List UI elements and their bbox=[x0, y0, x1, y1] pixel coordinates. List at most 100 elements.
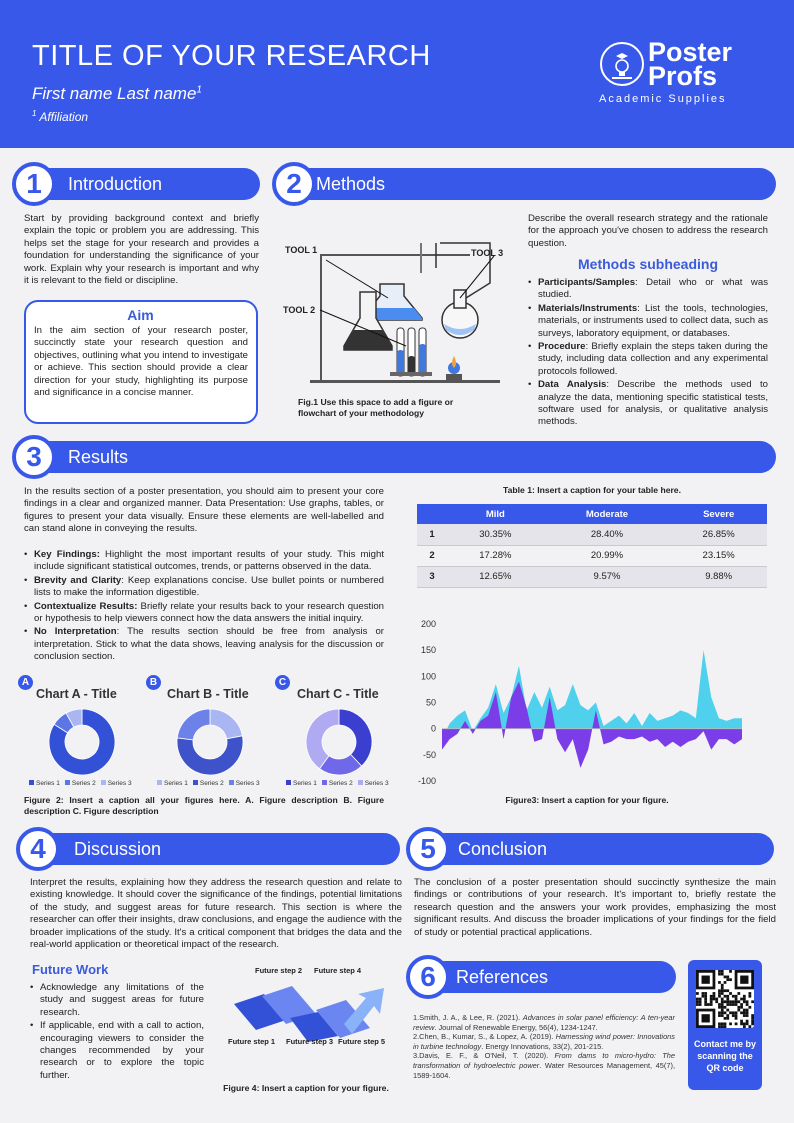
references-header: References bbox=[416, 961, 676, 993]
donut-slice bbox=[65, 708, 83, 728]
future-step-5-label: Future step 5 bbox=[338, 1037, 386, 1046]
results-area-chart: -100 -50 0 50 100 150 200 bbox=[418, 619, 742, 786]
chart-letter-badge: A bbox=[18, 675, 33, 690]
methods-bullets: Participants/Samples: Detail who or what… bbox=[528, 277, 768, 430]
table-header-cell: Mild bbox=[447, 504, 544, 524]
section-number-6: 6 bbox=[406, 955, 450, 999]
table1-caption: Table 1: Insert a caption for your table… bbox=[503, 485, 681, 495]
tool1-label: TOOL 1 bbox=[285, 245, 318, 255]
table-row: 3 12.65% 9.57% 9.88% bbox=[417, 566, 767, 588]
methods-subheading: Methods subheading bbox=[578, 256, 718, 272]
donut-chart bbox=[305, 708, 373, 776]
results-bullet: Brevity and Clarity: Keep explanations c… bbox=[24, 575, 384, 600]
table-cell: 3 bbox=[417, 566, 447, 588]
legend-label: Series 1 bbox=[36, 780, 60, 787]
legend-swatch bbox=[64, 780, 70, 785]
donut-slice bbox=[305, 708, 340, 770]
figure4-caption: Figure 4: Insert a caption for your figu… bbox=[223, 1083, 389, 1093]
lightbulb-logo-icon bbox=[600, 42, 644, 86]
results-text: In the results section of a poster prese… bbox=[24, 486, 384, 535]
future-step-4-label: Future step 4 bbox=[314, 966, 362, 975]
table-header-cell: Severe bbox=[670, 504, 767, 524]
future-work-bullet: Acknowledge any limitations of the study… bbox=[30, 982, 204, 1019]
legend-label: Series 3 bbox=[364, 780, 389, 787]
y-tick-label: -50 bbox=[423, 750, 436, 760]
aim-box: Aim In the aim section of your research … bbox=[24, 300, 258, 424]
future-steps-diagram bbox=[234, 986, 384, 1042]
donut-chart bbox=[176, 708, 244, 776]
legend-swatch bbox=[228, 780, 234, 785]
table-cell: 20.99% bbox=[543, 545, 671, 567]
logo-wordmark: Poster Profs bbox=[648, 37, 733, 91]
legend-label: Series 1 bbox=[164, 780, 188, 787]
figure2-caption: Figure 2: Insert a caption all your figu… bbox=[24, 795, 384, 816]
discussion-text: Interpret the results, explaining how th… bbox=[30, 877, 402, 951]
y-tick-label: 200 bbox=[421, 619, 436, 629]
tool2-label: TOOL 2 bbox=[283, 305, 316, 315]
y-tick-label: 0 bbox=[431, 724, 436, 734]
future-step-1-label: Future step 1 bbox=[228, 1037, 276, 1046]
legend-label: Series 2 bbox=[199, 780, 224, 787]
conclusion-header: Conclusion bbox=[414, 833, 774, 865]
poster-header: TITLE OF YOUR RESEARCH First name Last n… bbox=[0, 0, 794, 148]
qr-contact-text: Contact me by scanning the QR code bbox=[693, 1039, 756, 1073]
qr-code-icon[interactable] bbox=[696, 970, 754, 1028]
future-work-bullets: Acknowledge any limitations of the study… bbox=[30, 982, 204, 1083]
table-header-cell bbox=[417, 504, 447, 524]
results-bullet: Contextualize Results: Briefly relate yo… bbox=[24, 601, 384, 626]
donut-legend: Series 1 Series 2 Series 3 bbox=[24, 780, 132, 787]
conclusion-text: The conclusion of a poster presentation … bbox=[414, 877, 776, 938]
legend-swatch bbox=[321, 780, 327, 785]
introduction-text: Start by providing background context an… bbox=[24, 213, 259, 287]
reference-item: 3.Davis, E. F., & O'Neil, T. (2020). Fro… bbox=[413, 1051, 675, 1080]
y-tick-label: 150 bbox=[421, 645, 436, 655]
reference-item: 1.Smith, J. A., & Lee, R. (2021). Advanc… bbox=[413, 1013, 675, 1032]
table-cell: 23.15% bbox=[670, 545, 767, 567]
legend-swatch bbox=[100, 780, 106, 785]
poster-title: TITLE OF YOUR RESEARCH bbox=[32, 40, 431, 72]
future-step-3-label: Future step 3 bbox=[286, 1037, 334, 1046]
reference-item: 2.Chen, B., Kumar, S., & Lopez, A. (2019… bbox=[413, 1032, 675, 1051]
legend-label: Series 1 bbox=[293, 780, 317, 787]
table-cell: 28.40% bbox=[543, 524, 671, 546]
section-number-2: 2 bbox=[272, 162, 316, 206]
table-cell: 9.57% bbox=[543, 566, 671, 588]
qr-contact-box[interactable]: Contact me by scanning the QR code bbox=[688, 960, 762, 1090]
donut-chart-title: Chart B - Title bbox=[167, 687, 249, 701]
lab-equipment-illustration bbox=[310, 242, 500, 383]
section-number-4: 4 bbox=[16, 827, 60, 871]
section-number-1: 1 bbox=[12, 162, 56, 206]
author-name: First name Last name1 bbox=[32, 84, 202, 103]
y-tick-label: -100 bbox=[418, 776, 436, 786]
aim-text: In the aim section of your research post… bbox=[34, 325, 248, 399]
y-tick-label: 50 bbox=[426, 698, 436, 708]
methods-intro-text: Describe the overall research strategy a… bbox=[528, 213, 768, 249]
legend-swatch bbox=[357, 780, 363, 785]
y-tick-label: 100 bbox=[421, 671, 436, 681]
table-cell: 12.65% bbox=[447, 566, 544, 588]
donut-chart bbox=[48, 708, 116, 776]
donut-slice bbox=[338, 708, 373, 767]
introduction-header: Introduction bbox=[24, 168, 260, 200]
table-cell: 17.28% bbox=[447, 545, 544, 567]
future-work-heading: Future Work bbox=[32, 962, 109, 977]
table-cell: 1 bbox=[417, 524, 447, 546]
methods-bullet: Data Analysis: Describe the methods used… bbox=[528, 379, 768, 429]
table-cell: 2 bbox=[417, 545, 447, 567]
table-header-cell: Moderate bbox=[543, 504, 671, 524]
area-series bbox=[442, 681, 742, 768]
donut-slice bbox=[176, 708, 211, 741]
section-number-5: 5 bbox=[406, 827, 450, 871]
table-row: 1 30.35% 28.40% 26.85% bbox=[417, 524, 767, 546]
results-header: Results bbox=[24, 441, 776, 473]
methods-header: Methods bbox=[282, 168, 776, 200]
table-row: 2 17.28% 20.99% 23.15% bbox=[417, 545, 767, 567]
logo-tagline: Academic Supplies bbox=[599, 93, 727, 105]
legend-label: Series 2 bbox=[328, 780, 353, 787]
tool3-label: TOOL 3 bbox=[471, 248, 504, 258]
donut-legend: Series 1 Series 2 Series 3 bbox=[152, 780, 260, 787]
legend-label: Series 3 bbox=[235, 780, 260, 787]
methods-bullet: Procedure: Briefly explain the steps tak… bbox=[528, 341, 768, 378]
affiliation: 1 Affiliation bbox=[32, 109, 89, 124]
figure1-caption: Fig.1 Use this space to add a figure or … bbox=[298, 397, 454, 418]
